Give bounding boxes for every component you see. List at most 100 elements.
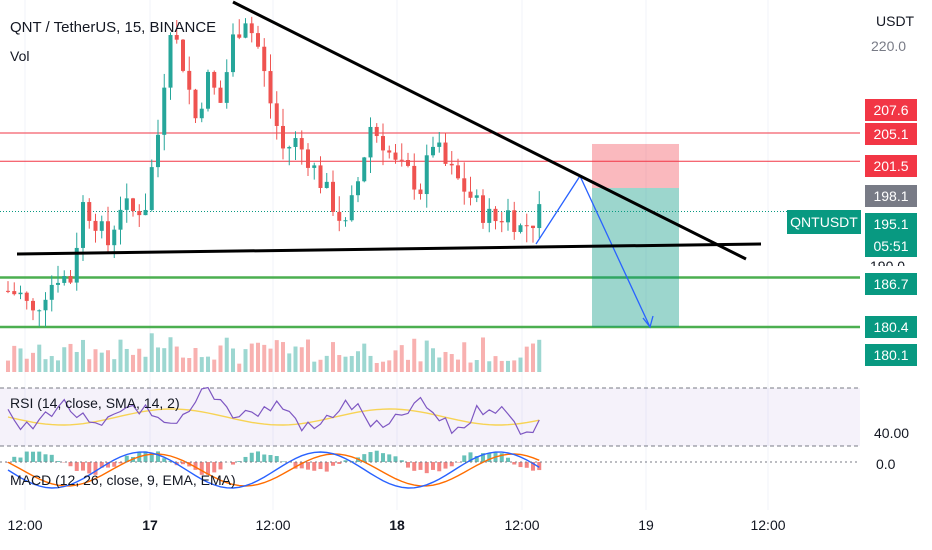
- candle-body-25: [162, 87, 167, 135]
- price-scale-partial-label: 190.0: [870, 258, 906, 266]
- volume-bar-10: [68, 343, 73, 372]
- volume-bar-63: [399, 345, 404, 372]
- volume-bar-73: [462, 342, 467, 372]
- candle-body-59: [374, 126, 379, 137]
- candle-body-62: [393, 152, 398, 160]
- price-tag-4: 198.1: [865, 185, 917, 207]
- volume-bar-44: [281, 342, 285, 372]
- time-label-1: 12:00: [7, 517, 43, 533]
- candle-body-69: [437, 142, 442, 147]
- volume-bar-35: [224, 337, 229, 372]
- volume-bar-24: [156, 347, 160, 372]
- candle-body-6: [43, 299, 48, 311]
- candle-body-35: [224, 72, 229, 103]
- candle-body-65: [412, 165, 417, 190]
- macd-hist-4: [31, 451, 35, 462]
- macd-hist-5: [37, 451, 42, 462]
- candle-body-37: [237, 34, 242, 38]
- volume-bar-78: [493, 356, 498, 372]
- candle-body-23: [149, 167, 154, 210]
- candle-body-70: [443, 142, 448, 164]
- candle-body-3: [24, 292, 29, 301]
- chart-title: QNT / TetherUS, 15, BINANCE: [10, 19, 217, 36]
- macd-hist-53: [337, 462, 342, 464]
- volume-bar-21: [137, 348, 142, 372]
- volume-bar-42: [268, 348, 273, 372]
- macd-hist-76: [481, 453, 485, 462]
- time-label-5: 12:00: [504, 517, 540, 533]
- volume-bar-17: [112, 359, 117, 372]
- rsi-signal-line: [7, 408, 540, 426]
- candle-body-39: [249, 23, 254, 34]
- candle-body-64: [406, 160, 410, 166]
- volume-bar-69: [437, 357, 442, 372]
- volume-bar-54: [343, 356, 348, 372]
- candle-body-30: [193, 89, 198, 119]
- price-tag-6: 186.7: [865, 273, 917, 295]
- volume-bar-71: [449, 354, 454, 372]
- macd-hist-18: [118, 462, 123, 464]
- rsi-label: RSI (14, close, SMA, 14, 2): [10, 395, 180, 411]
- volume-bar-26: [168, 337, 173, 372]
- macd-hist-40: [256, 451, 260, 462]
- candle-body-43: [274, 103, 279, 126]
- candle-body-73: [462, 178, 467, 192]
- macd-hist-41: [262, 454, 267, 462]
- candle-body-16: [106, 221, 110, 246]
- volume-bar-40: [256, 342, 260, 372]
- macd-hist-28: [181, 462, 185, 465]
- volume-bar-81: [512, 360, 517, 372]
- macd-hist-75: [474, 455, 479, 462]
- volume-bar-5: [37, 344, 42, 372]
- volume-bar-34: [218, 345, 223, 372]
- macd-hist-67: [424, 462, 429, 474]
- macd-hist-65: [412, 462, 417, 471]
- candle-body-26: [168, 35, 173, 88]
- candle-body-15: [99, 221, 104, 231]
- volume-bar-36: [231, 348, 235, 372]
- volume-bar-64: [406, 359, 410, 372]
- volume-bar-83: [524, 346, 529, 372]
- volume-bar-51: [324, 355, 329, 372]
- macd-hist-68: [431, 462, 435, 470]
- macd-hist-37: [237, 461, 242, 462]
- candle-body-27: [174, 35, 179, 40]
- volume-bar-60: [381, 361, 385, 372]
- candle-body-28: [181, 39, 185, 71]
- candle-body-7: [49, 284, 54, 300]
- macd-hist-81: [512, 462, 517, 465]
- volume-bar-77: [487, 361, 492, 372]
- volume-bar-2: [18, 348, 23, 372]
- candle-body-85: [537, 204, 542, 229]
- price-tag-3: 201.5: [865, 155, 917, 177]
- candle-body-14: [93, 220, 98, 231]
- volume-bar-23: [149, 333, 154, 372]
- candle-body-55: [349, 195, 354, 221]
- volume-bar-43: [274, 340, 279, 372]
- macd-hist-30: [193, 462, 198, 470]
- price-scale-top-label: 220.0: [871, 38, 907, 54]
- price-tag-5: 195.1: [865, 213, 917, 235]
- candle-body-58: [368, 126, 373, 158]
- candle-body-63: [399, 159, 404, 161]
- volume-bar-49: [312, 361, 317, 372]
- volume-bar-6: [43, 359, 48, 372]
- macd-hist-38: [243, 456, 248, 462]
- macd-hist-62: [393, 456, 398, 462]
- candle-body-10: [68, 276, 73, 283]
- symbol-tag: QNTUSDT: [787, 210, 861, 234]
- price-tag-8: 180.1: [865, 344, 917, 366]
- volume-bar-67: [424, 340, 429, 372]
- candle-body-45: [287, 146, 292, 149]
- time-label-4: 18: [389, 517, 405, 533]
- volume-bar-20: [131, 354, 135, 372]
- macd-hist-49: [312, 462, 317, 471]
- projection-arrowhead: [642, 315, 654, 329]
- candle-body-81: [512, 210, 517, 232]
- candle-body-13: [87, 202, 92, 221]
- volume-bar-68: [431, 348, 435, 372]
- candle-body-8: [56, 282, 60, 285]
- macd-hist-54: [343, 460, 348, 462]
- volume-bar-31: [199, 357, 204, 372]
